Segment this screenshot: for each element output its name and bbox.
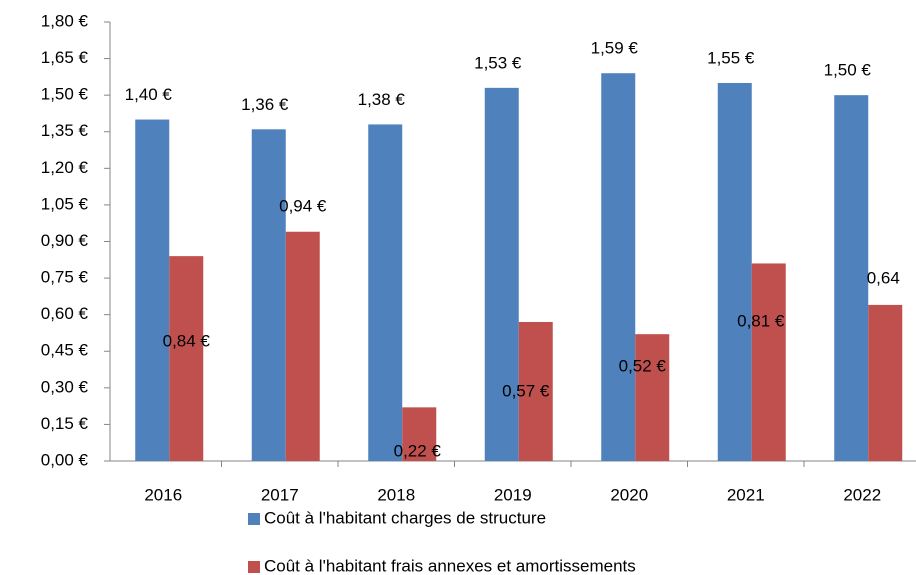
x-tick-label: 2021	[727, 485, 765, 504]
data-label: 1,53 €	[474, 53, 522, 72]
data-label: 1,59 €	[591, 39, 639, 58]
legend-label: Coût à l'habitant charges de structure	[264, 508, 546, 527]
bar	[368, 124, 403, 461]
bar	[135, 119, 170, 462]
data-label: 1,50 €	[824, 61, 872, 80]
bar	[285, 231, 320, 461]
y-tick-label: 1,05 €	[41, 194, 89, 213]
data-label: 1,55 €	[707, 48, 755, 67]
bar	[169, 256, 204, 461]
data-label: 1,36 €	[241, 95, 289, 114]
y-tick-label: 1,20 €	[41, 158, 89, 177]
data-label: 0,81 €	[737, 311, 785, 330]
bar	[834, 95, 869, 462]
x-tick-label: 2018	[377, 485, 415, 504]
y-tick-label: 1,50 €	[41, 85, 89, 104]
legend-label: Coût à l'habitant frais annexes et amort…	[264, 556, 636, 575]
x-tick-label: 2022	[843, 485, 881, 504]
bar	[402, 407, 437, 461]
bar	[868, 304, 903, 461]
y-tick-label: 1,80 €	[41, 11, 89, 30]
data-label: 0,84 €	[163, 331, 211, 350]
data-label: 0,52 €	[619, 356, 667, 375]
y-tick-label: 1,35 €	[41, 121, 89, 140]
data-label: 1,38 €	[358, 90, 406, 109]
bar	[484, 87, 519, 461]
bar	[635, 334, 670, 461]
y-tick-label: 0,15 €	[41, 414, 89, 433]
bar	[751, 263, 786, 461]
y-tick-label: 0,75 €	[41, 268, 89, 287]
bar	[518, 321, 553, 461]
data-label: 0,64	[867, 268, 900, 287]
y-tick-label: 0,30 €	[41, 377, 89, 396]
x-tick-label: 2019	[494, 485, 532, 504]
legend-swatch	[248, 513, 260, 525]
data-label: 1,40 €	[125, 85, 173, 104]
bar	[717, 82, 752, 461]
data-label: 0,22 €	[394, 441, 442, 460]
y-tick-label: 0,60 €	[41, 304, 89, 323]
data-label: 0,57 €	[502, 381, 550, 400]
y-tick-label: 1,65 €	[41, 48, 89, 67]
bar	[601, 73, 636, 461]
y-tick-label: 0,00 €	[41, 450, 89, 469]
bar	[251, 129, 286, 462]
data-label: 0,94 €	[279, 196, 327, 215]
y-tick-label: 0,90 €	[41, 231, 89, 250]
legend-swatch	[248, 561, 260, 573]
y-tick-label: 0,45 €	[41, 341, 89, 360]
x-tick-label: 2017	[261, 485, 299, 504]
x-tick-label: 2016	[144, 485, 182, 504]
x-tick-label: 2020	[610, 485, 648, 504]
